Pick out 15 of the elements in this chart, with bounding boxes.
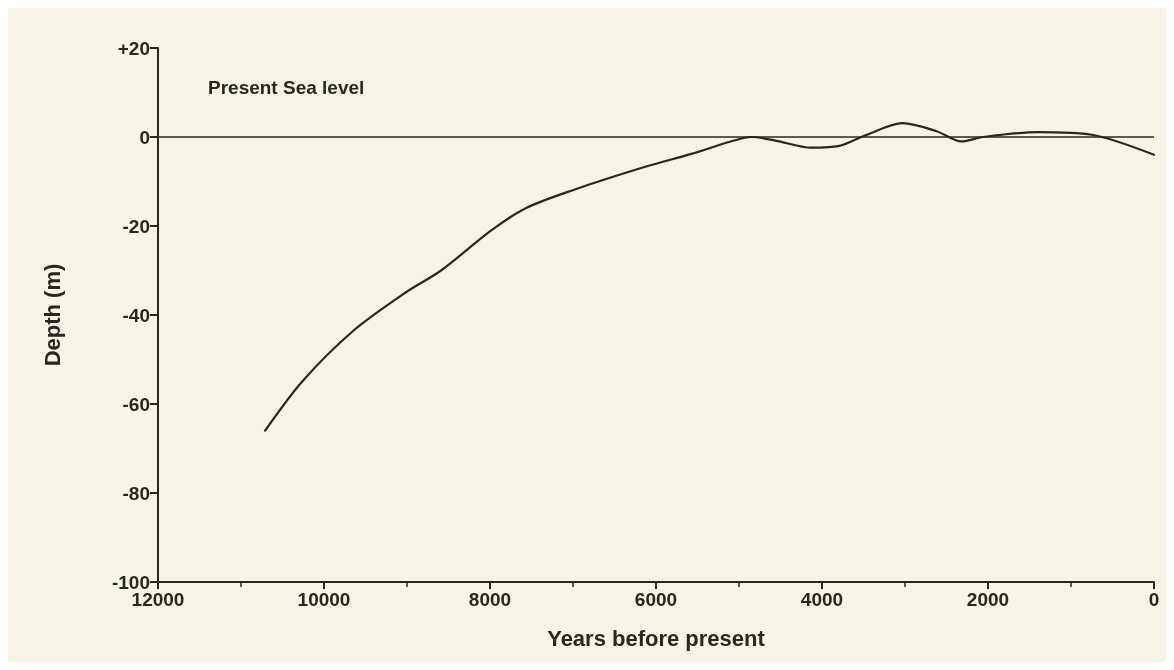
y-tick-label: -40 xyxy=(122,304,150,326)
x-tick-label: 10000 xyxy=(297,589,351,610)
x-tick-label: 0 xyxy=(1148,589,1160,610)
x-tick-label: 4000 xyxy=(800,589,844,610)
x-tick-label: 2000 xyxy=(966,589,1010,610)
y-axis-title: Depth (m) xyxy=(39,263,65,367)
x-tick-label: 6000 xyxy=(634,589,678,610)
y-tick-label: 0 xyxy=(139,126,150,148)
x-tick-label: 8000 xyxy=(468,589,512,610)
ref-line-label: Present Sea level xyxy=(208,77,365,98)
x-axis-title: Years before present xyxy=(547,625,766,651)
y-tick-label: +20 xyxy=(117,37,150,59)
y-tick-label: -80 xyxy=(122,482,150,504)
y-tick-label: -20 xyxy=(122,215,150,237)
y-tick-label: -60 xyxy=(122,393,150,415)
